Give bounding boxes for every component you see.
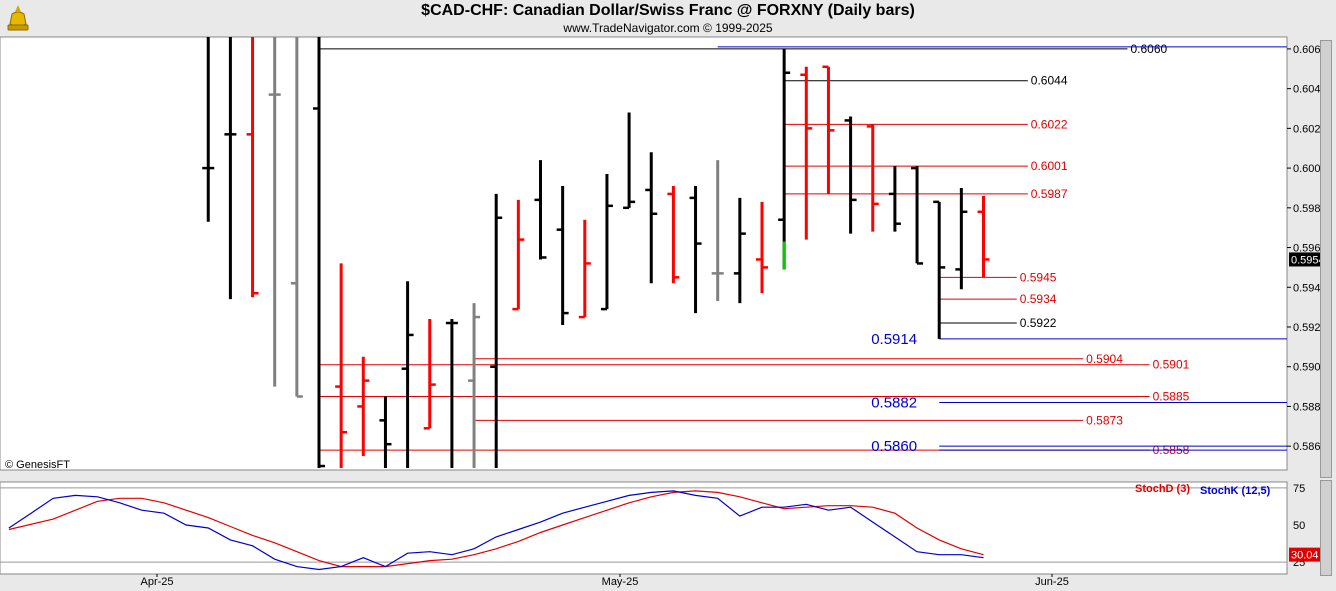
price-levels: 0.6060 0.6044 0.6022 0.6001 0.5987 0.5945 0.59…	[319, 42, 1287, 457]
ohlc-bar	[335, 263, 348, 469]
ohlc-bar	[778, 48, 791, 270]
price-tick-label: 0.6040	[1293, 84, 1327, 96]
price-tick-label: 0.5880	[1293, 401, 1327, 413]
price-axis: 0.60600.60400.60200.60000.59800.59600.59…	[1287, 44, 1327, 453]
ohlc-bar	[600, 174, 613, 311]
ohlc-bar	[623, 112, 636, 210]
stoch-line	[8, 490, 984, 571]
ohlc-bar	[689, 185, 702, 314]
price-tick-label: 0.6060	[1293, 44, 1327, 56]
osc-tick-label: 75	[1293, 483, 1305, 495]
level-label: 0.6022	[1031, 117, 1068, 131]
ohlc-bar	[379, 396, 392, 469]
date-axis: Apr-25 May-25 Jun-25	[140, 574, 1069, 588]
stoch-line	[8, 490, 984, 568]
price-tick-label: 0.5960	[1293, 243, 1327, 255]
level-label: 0.6060	[1130, 42, 1167, 56]
ohlc-bar	[733, 197, 746, 304]
price-panel	[0, 36, 1288, 471]
ohlc-bar	[977, 195, 990, 278]
blue-level-label: 0.5914	[871, 331, 917, 348]
ohlc-bar	[933, 200, 946, 339]
ohlc-bar	[578, 219, 591, 319]
price-tick-label: 0.5900	[1293, 362, 1327, 374]
stochastic-lines	[0, 487, 1287, 571]
ohlc-bar	[246, 37, 259, 298]
oscillator-scrollbar[interactable]	[1320, 480, 1332, 576]
ohlc-bar	[512, 199, 525, 311]
date-label: Jun-25	[1035, 576, 1069, 588]
ohlc-bar	[866, 124, 879, 232]
level-label: 0.5873	[1086, 413, 1123, 427]
ohlc-bar	[401, 281, 414, 469]
ohlc-bar	[800, 66, 813, 240]
osc-last-label: 30.04	[1291, 550, 1319, 562]
ohlc-bar	[202, 37, 215, 222]
blue-level-label: 0.5882	[871, 394, 917, 411]
osc-last-box	[1289, 547, 1322, 562]
stochk-legend: StochK (12,5)	[1200, 485, 1271, 497]
ohlc-bar	[711, 160, 724, 302]
ohlc-bar	[667, 185, 680, 284]
last-price-label: 0.5954	[1291, 254, 1325, 266]
price-tick-label: 0.5860	[1293, 441, 1327, 453]
watermark: © GenesisFT	[5, 459, 70, 471]
ohlc-bar	[911, 166, 924, 265]
ohlc-bar	[556, 185, 569, 326]
price-tick-label: 0.5980	[1293, 203, 1327, 215]
ohlc-bar	[645, 152, 658, 284]
ohlc-bar	[955, 187, 968, 290]
level-label: 0.6044	[1031, 74, 1068, 88]
ohlc-bar	[468, 303, 481, 469]
ohlc-bar	[445, 319, 458, 469]
ohlc-bar	[844, 116, 857, 234]
chart-frame	[0, 36, 1288, 575]
ohlc-bar	[423, 319, 436, 430]
level-label: 0.5901	[1153, 358, 1190, 372]
level-label: 0.5904	[1086, 352, 1123, 366]
last-price-box	[1289, 252, 1322, 267]
ohlc-bar	[313, 37, 325, 469]
osc-tick-label: 50	[1293, 520, 1305, 532]
date-label: Apr-25	[140, 576, 173, 588]
level-label: 0.5885	[1153, 390, 1190, 404]
price-bars	[202, 37, 990, 469]
level-label: 0.6001	[1031, 159, 1068, 173]
chart-subtitle: www.TradeNavigator.com © 1999-2025	[563, 21, 773, 35]
ohlc-bar	[290, 37, 303, 398]
ohlc-bar	[756, 201, 768, 294]
ohlc-bar	[534, 160, 547, 260]
price-tick-label: 0.5940	[1293, 282, 1327, 294]
price-tick-label: 0.6000	[1293, 163, 1327, 175]
level-label: 0.5945	[1020, 270, 1057, 284]
ohlc-bar	[490, 193, 503, 469]
ohlc-bar	[268, 37, 281, 387]
price-tick-label: 0.5920	[1293, 322, 1327, 334]
stochd-legend: StochD (3)	[1135, 483, 1190, 495]
level-label: 0.5987	[1031, 187, 1068, 201]
ohlc-bar	[822, 65, 835, 194]
ohlc-bar	[224, 37, 237, 300]
ohlc-bar	[357, 356, 370, 457]
date-label: May-25	[602, 576, 639, 588]
price-tick-label: 0.6020	[1293, 123, 1327, 135]
oscillator-panel	[0, 481, 1288, 575]
level-label: 0.5922	[1020, 316, 1057, 330]
price-scrollbar[interactable]	[1320, 40, 1332, 478]
chart-title: $CAD-CHF: Canadian Dollar/Swiss Franc @ …	[421, 2, 915, 19]
level-label: 0.5934	[1020, 292, 1057, 306]
ohlc-bar	[888, 166, 901, 232]
gold-logo-icon	[7, 5, 29, 31]
blue-level-label: 0.5860	[871, 438, 917, 455]
